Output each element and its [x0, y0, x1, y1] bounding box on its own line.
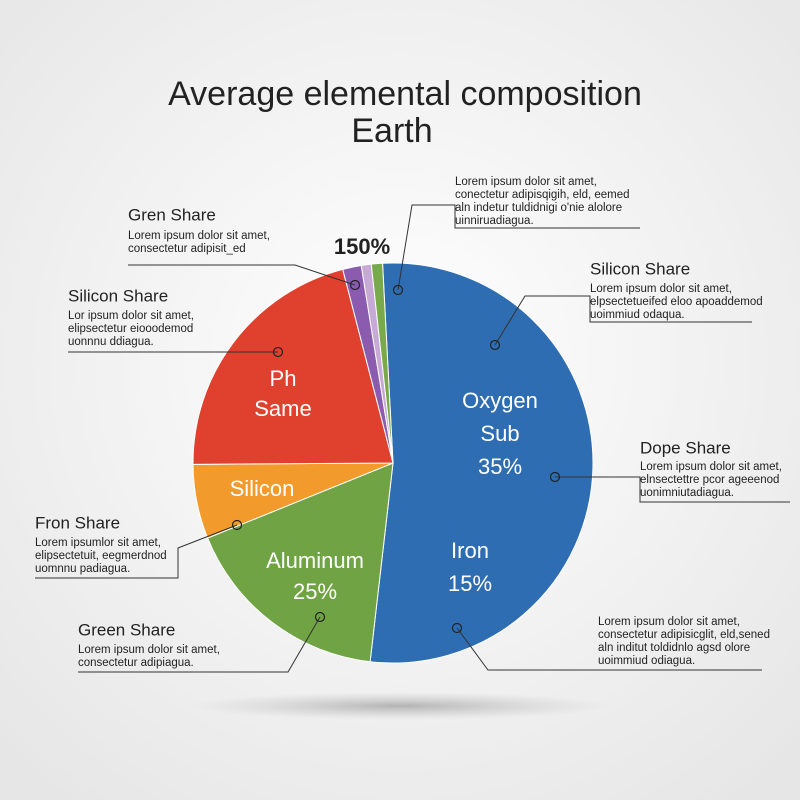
slice-label: 150%	[334, 234, 390, 259]
slice-label: 15%	[448, 571, 492, 596]
callout-line	[456, 627, 762, 671]
callout-dot	[392, 284, 404, 296]
callout-line	[78, 616, 321, 673]
callout-text: uoimmiud odaqua.	[590, 309, 685, 321]
slice-label: Aluminum	[266, 548, 364, 573]
callout-text: uoimmiud odiagua.	[598, 655, 695, 667]
shadow	[190, 692, 610, 720]
chart-subtitle: Earth	[351, 112, 432, 150]
slice-label: Silicon	[230, 476, 295, 501]
callout-text: Lorem ipsum dolor sit amet,	[78, 644, 220, 656]
callout-text: Lorem ipsum dolor sit amet,	[640, 461, 782, 473]
callout-text: elipsectetuit, eegmerdnod	[35, 550, 167, 562]
callout-line	[35, 524, 238, 579]
pie-slice	[192, 268, 394, 465]
callout-text: elnsectettre pcor ageeenod	[640, 474, 779, 486]
slice-label: Oxygen	[462, 388, 538, 413]
slice-label: Sub	[480, 421, 519, 446]
callout-text: elipsectetur eiooodemod	[68, 323, 193, 335]
callout-line	[128, 264, 356, 286]
pie-slice	[369, 262, 594, 664]
callout-dot	[231, 519, 243, 531]
slice-label: 35%	[478, 454, 522, 479]
callout-title: Silicon Share	[68, 286, 168, 305]
callout-text: Lorem ipsumlor sit amet,	[35, 537, 161, 549]
callout-text: Lorem ipsum dolor sit amet,	[590, 283, 732, 295]
callout-text: uomnnu padiagua.	[35, 563, 130, 575]
slice-label: 25%	[293, 579, 337, 604]
slice-label: Same	[254, 396, 311, 421]
callout-line	[555, 476, 790, 503]
callout-text: consectetur adipisit_ed	[128, 243, 246, 255]
callout-dot	[549, 471, 561, 483]
callout-text: Lor ipsum dolor sit amet,	[68, 310, 194, 322]
chart-title: Average elemental composition	[168, 75, 642, 113]
callout-text: consectetur adipiagua.	[78, 657, 194, 669]
callout-text: aln inditut toldidnlo agsd olore	[598, 642, 750, 654]
callout-title: Silicon Share	[590, 259, 690, 278]
callout-title: Fron Share	[35, 513, 120, 532]
slice-label: Ph	[270, 366, 297, 391]
callout-text: Lorem ipsum dolor sit amet,	[455, 176, 597, 188]
callout-text: uonimniutadiagua.	[640, 487, 734, 499]
callout-text: elpsectetueifed eloo apoaddemod	[590, 296, 763, 308]
callout-line	[397, 204, 640, 291]
callout-text: Lorem ipsum dolor sit amet,	[128, 230, 270, 242]
callout-title: Green Share	[78, 620, 175, 639]
callout-dot	[272, 346, 284, 358]
callout-title: Gren Share	[128, 205, 216, 224]
callout-text: aln indetur tuldidnigi o'nie alolore	[455, 202, 622, 214]
callout-text: conectetur adipisqigih, eld, eemed	[455, 189, 630, 201]
callout-text: uinniruadiagua.	[455, 215, 534, 227]
callout-line	[494, 295, 752, 346]
callout-text: consectetur adipisicglit, eld,sened	[598, 629, 770, 641]
callout-text: Lorem ipsum dolor sit amet,	[598, 616, 740, 628]
callout-dot	[314, 611, 326, 623]
callout-text: uonnnu ddiagua.	[68, 336, 154, 348]
callout-dot	[451, 622, 463, 634]
pie-slice	[370, 262, 394, 464]
callout-dot	[349, 279, 361, 291]
callout-dot	[489, 339, 501, 351]
slice-label: Iron	[451, 538, 489, 563]
callout-title: Dope Share	[640, 438, 731, 457]
pie-slice	[206, 462, 394, 663]
